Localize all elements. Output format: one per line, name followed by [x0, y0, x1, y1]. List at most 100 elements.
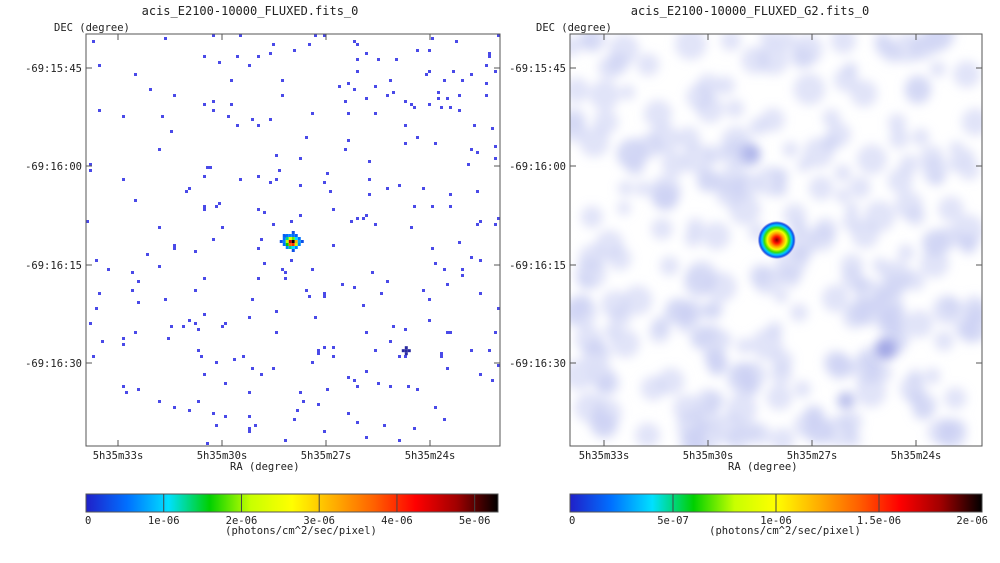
event-pixel [122, 115, 125, 118]
event-pixel [383, 424, 386, 427]
emission-blob [927, 419, 953, 445]
emission-blob [593, 109, 619, 135]
event-pixel [404, 355, 407, 358]
event-pixel [428, 319, 431, 322]
plot-frame [85, 33, 501, 447]
event-pixel [263, 211, 266, 214]
event-pixel [203, 373, 206, 376]
dec-axis-label: DEC (degree) [54, 22, 130, 34]
event-pixel [428, 103, 431, 106]
event-pixel [404, 100, 407, 103]
dec-tick-label: -69:16:00 [25, 161, 82, 173]
event-pixel [257, 55, 260, 58]
ra-tick-label: 5h35m33s [93, 450, 144, 462]
event-pixel [308, 43, 311, 46]
event-pixel [416, 136, 419, 139]
event-pixel [107, 268, 110, 271]
event-pixel [317, 349, 320, 352]
dec-tick-label: -69:16:30 [25, 358, 82, 370]
event-pixel [497, 307, 500, 310]
event-pixel [299, 391, 302, 394]
event-pixel [341, 283, 344, 286]
source-pixel [291, 231, 295, 234]
event-pixel [449, 331, 452, 334]
event-pixel [356, 385, 359, 388]
source-pixel [282, 240, 286, 243]
event-pixel [413, 205, 416, 208]
colorbar-tick-label: 2e-06 [226, 515, 258, 527]
image-title: acis_E2100-10000_FLUXED.fits_0 [141, 4, 359, 18]
event-pixel [323, 430, 326, 433]
source-pixel [291, 249, 295, 252]
dec-tick-label: -69:16:30 [509, 358, 566, 370]
event-pixel [248, 415, 251, 418]
event-pixel [440, 355, 443, 358]
emission-blob [579, 34, 607, 53]
source-pixel [404, 352, 408, 356]
event-pixel [164, 37, 167, 40]
event-pixel [458, 94, 461, 97]
event-pixel [497, 34, 500, 37]
source-pixel [297, 240, 301, 243]
event-pixel [446, 283, 449, 286]
emission-blob [726, 363, 759, 396]
event-pixel [347, 82, 350, 85]
faint-source [874, 338, 897, 361]
emission-blob [773, 288, 789, 304]
smoothed-image-plot[interactable]: -69:15:45 -69:16:00 -69:16:15 -69:16:30 5h35… [500, 0, 1000, 563]
event-pixel [440, 106, 443, 109]
event-pixel [158, 265, 161, 268]
event-pixel [131, 289, 134, 292]
event-pixel [197, 400, 200, 403]
emission-blob [766, 321, 784, 338]
emission-blob [907, 368, 924, 386]
event-pixel [398, 184, 401, 187]
event-pixel [215, 205, 218, 208]
event-pixel [485, 94, 488, 97]
emission-blob [713, 413, 745, 445]
event-pixel [323, 346, 326, 349]
event-pixel [479, 373, 482, 376]
emission-blob [830, 34, 857, 54]
emission-blob [921, 158, 948, 185]
emission-blob [635, 422, 661, 446]
event-pixel [449, 205, 452, 208]
event-pixel [188, 187, 191, 190]
event-pixel [428, 298, 431, 301]
event-pixel [212, 109, 215, 112]
emission-blob [695, 388, 720, 414]
event-pixel [218, 202, 221, 205]
event-pixel [362, 304, 365, 307]
event-pixel [137, 280, 140, 283]
event-pixel [323, 34, 326, 37]
event-pixel [374, 349, 377, 352]
emission-blob [720, 34, 742, 52]
emission-blob [932, 295, 962, 325]
event-pixel [161, 115, 164, 118]
event-pixel [374, 85, 377, 88]
source-pixel [294, 240, 298, 243]
event-pixel [494, 157, 497, 160]
point-source [757, 221, 796, 259]
dec-tick-label: -69:16:00 [509, 161, 566, 173]
emission-blob [650, 217, 673, 240]
event-pixel [446, 367, 449, 370]
source-pixel [285, 243, 289, 246]
emission-blob [580, 205, 603, 229]
event-pixel [434, 142, 437, 145]
event-pixel [368, 193, 371, 196]
event-pixel [389, 79, 392, 82]
event-pixel [470, 148, 473, 151]
event-pixel [275, 331, 278, 334]
raw-image-plot[interactable]: -69:15:45 -69:16:00 -69:16:15 -69:16:30 5h35… [0, 0, 501, 563]
emission-blob [664, 298, 689, 324]
event-pixel [149, 88, 152, 91]
emission-blob [833, 164, 852, 183]
source-pixel [288, 243, 292, 246]
source-pixel [407, 349, 411, 353]
colorbar-unit-label: (photons/cm^2/sec/pixel) [709, 525, 861, 537]
ra-tick-label: 5h35m24s [405, 450, 456, 462]
source-pixel [294, 237, 298, 240]
emission-blob [690, 328, 712, 350]
emission-blob [661, 151, 688, 177]
